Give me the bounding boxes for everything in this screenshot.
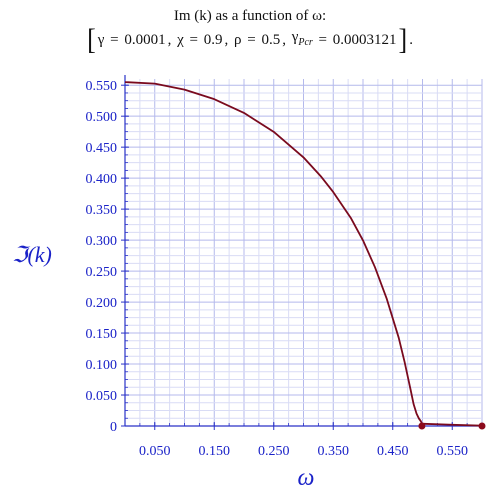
left-bracket: [	[87, 22, 96, 57]
chart-subtitle: [ γ = 0.0001 , χ = 0.9 , ρ = 0.5 , γPcr …	[87, 22, 413, 57]
y-tick-label: 0.450	[86, 141, 118, 156]
y-tick-label: 0	[110, 420, 117, 435]
y-tick-label: 0.400	[86, 172, 118, 187]
series-group	[124, 81, 486, 430]
x-tick-label: 0.050	[139, 444, 171, 459]
separator: ,	[224, 32, 232, 48]
y-tick-label: 0.300	[86, 234, 118, 249]
y-tick-label: 0.200	[86, 296, 118, 311]
x-tick-label: 0.350	[318, 444, 350, 459]
equals-sign: =	[243, 32, 260, 48]
param-gammapcr-symbol: γ	[291, 29, 299, 45]
x-axis-label: ω	[298, 465, 315, 491]
equals-sign: =	[185, 32, 202, 48]
param-gammapcr-label: γPcr	[292, 26, 313, 54]
y-tick-label: 0.500	[86, 110, 118, 125]
y-tick-labels: 0 0.050 0.100 0.150 0.200 0.250 0.300 0.350 0.40…	[86, 79, 129, 435]
param-chi-value: 0.9	[203, 32, 223, 48]
equals-sign: =	[106, 32, 123, 48]
chart-title: Im (k) as a function of ω:	[173, 8, 327, 24]
param-chi-label: χ	[177, 32, 184, 48]
period: .	[409, 32, 413, 48]
y-tick-label: 0.050	[86, 389, 118, 404]
y-tick-label: 0.550	[86, 79, 118, 94]
equals-sign: =	[314, 32, 331, 48]
x-tick-label: 0.450	[377, 444, 409, 459]
y-tick-label: 0.350	[86, 203, 118, 218]
param-rho-value: 0.5	[261, 32, 281, 48]
y-axis-label: ℑ(k)	[12, 242, 52, 267]
y-tick-label: 0.150	[86, 327, 118, 342]
grid-lines	[124, 79, 483, 427]
y-tick-label: 0.100	[86, 358, 118, 373]
separator: ,	[167, 32, 176, 48]
param-gammapcr-value: 0.0003121	[332, 32, 397, 48]
param-gamma-value: 0.0001	[124, 32, 166, 48]
param-rho-label: ρ	[233, 32, 242, 48]
right-bracket: ]	[398, 22, 408, 57]
x-tick-labels: 0.050 0.150 0.250 0.350 0.450 0.550	[124, 422, 483, 459]
endpoint-marker	[418, 422, 426, 430]
separator: ,	[282, 32, 290, 48]
param-gammapcr-subscript: Pcr	[298, 37, 313, 48]
x-tick-label: 0.550	[437, 444, 469, 459]
endpoint-marker	[478, 422, 486, 430]
param-gamma-label: γ	[97, 32, 105, 48]
x-tick-label: 0.250	[258, 444, 290, 459]
y-tick-label: 0.250	[86, 265, 118, 280]
x-tick-label: 0.150	[199, 444, 231, 459]
chart-title-block: Im (k) as a function of ω: [ γ = 0.0001 …	[0, 6, 500, 54]
